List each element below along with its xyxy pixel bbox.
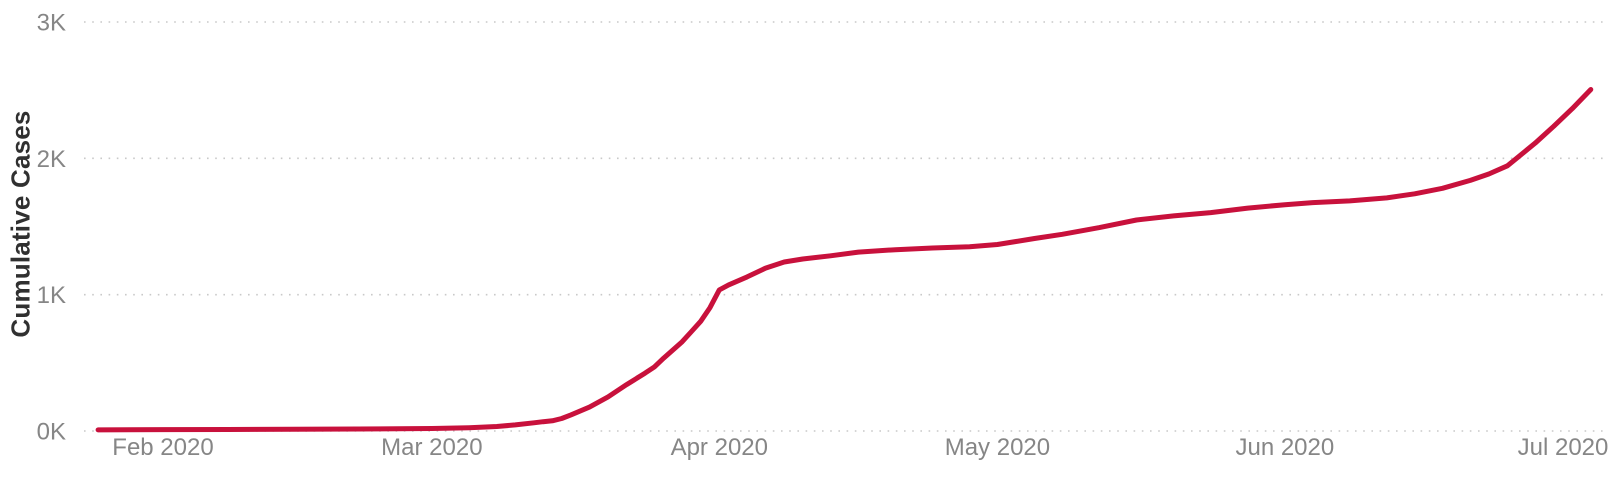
x-tick-label: Jul 2020 (1518, 434, 1608, 461)
x-tick-label: Apr 2020 (671, 434, 768, 461)
cumulative-cases-line-series[interactable] (95, 87, 1594, 433)
y-tick-label: 3K (37, 10, 66, 37)
x-tick-label: Mar 2020 (381, 434, 482, 461)
x-tick-label: Feb 2020 (112, 434, 213, 461)
y-axis-title: Cumulative Cases (5, 110, 36, 338)
y-tick-label: 2K (37, 146, 66, 173)
y-tick-label: 0K (37, 419, 66, 446)
y-tick-label: 1K (37, 282, 66, 309)
x-tick-label: Jun 2020 (1235, 434, 1334, 461)
x-tick-label: May 2020 (945, 434, 1050, 461)
